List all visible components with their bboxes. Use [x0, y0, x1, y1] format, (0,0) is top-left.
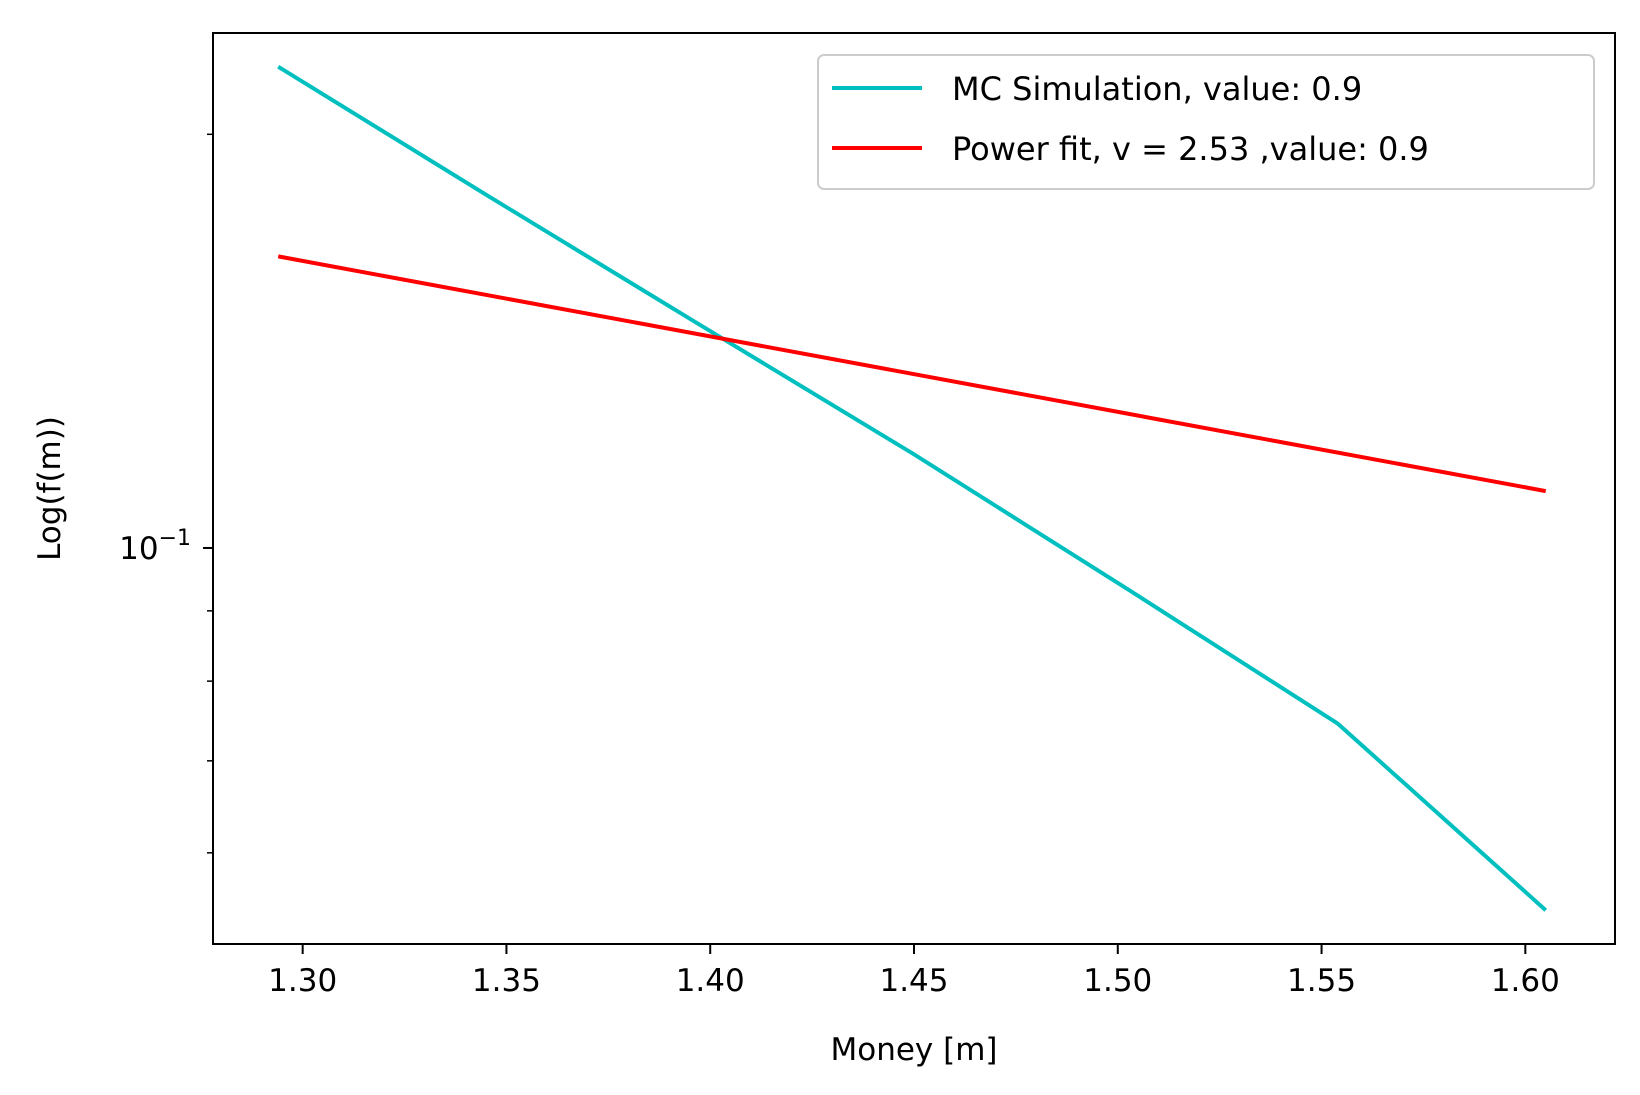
series-line-mc-simulation [277, 64, 1548, 912]
legend-label-power-fit: Power fit, v = 2.53 ,value: 0.9 [952, 130, 1429, 168]
x-tick-label-1-30: 1.30 [268, 963, 337, 999]
x-tick-label-1-45: 1.45 [879, 963, 948, 999]
legend-label-mc-simulation: MC Simulation, value: 0.9 [952, 70, 1362, 108]
legend-box [817, 54, 1595, 190]
y-axis-ticks: 10−1 [119, 133, 213, 854]
y-axis-label: Log(f(m)) [32, 416, 68, 561]
y-tick-label: 10−1 [119, 526, 191, 567]
x-tick-label-1-35: 1.35 [472, 963, 541, 999]
x-tick-label-1-55: 1.55 [1287, 963, 1356, 999]
x-axis-label: Money [m] [830, 1032, 997, 1068]
legend: MC Simulation, value: 0.9 Power fit, v =… [817, 54, 1595, 190]
x-tick-label-1-60: 1.60 [1491, 963, 1560, 999]
series-line-power-fit [277, 254, 1547, 494]
x-axis-ticks: 1.30 1.35 1.40 1.45 1.50 1.55 1.60 [268, 944, 1560, 999]
x-tick-label-1-40: 1.40 [676, 963, 745, 999]
series-layer [277, 64, 1548, 912]
x-tick-label-1-50: 1.50 [1083, 963, 1152, 999]
